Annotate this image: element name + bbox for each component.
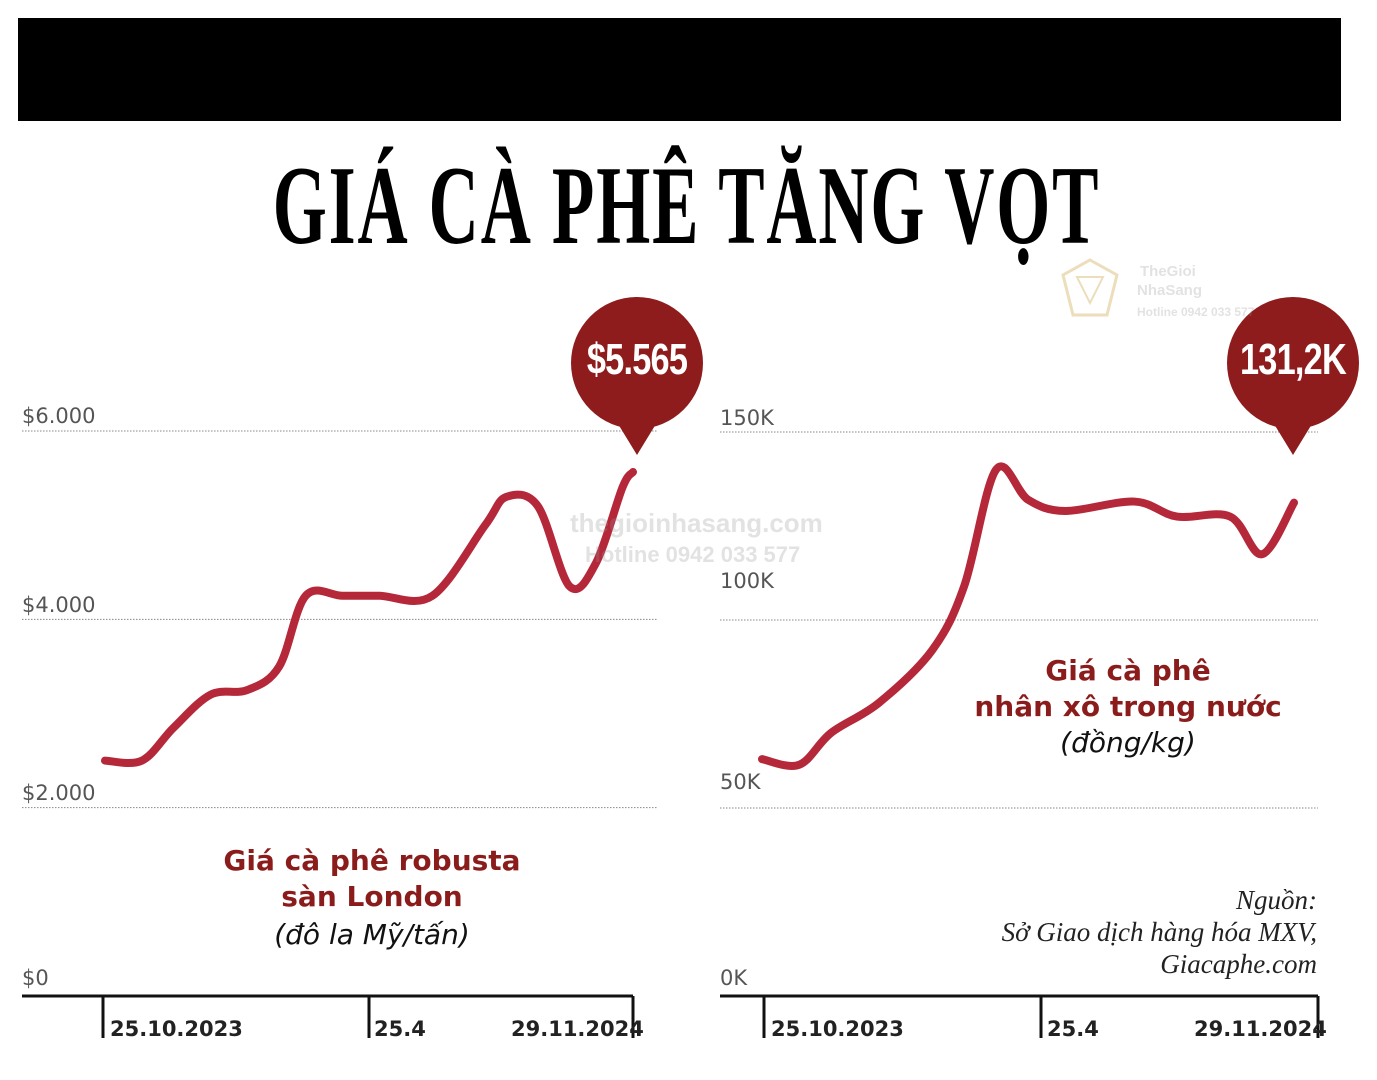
- series-title-line1: Giá cà phê: [1045, 654, 1211, 687]
- callout-bubble: [1227, 297, 1359, 429]
- x-tick-label: 25.4: [374, 1017, 426, 1041]
- x-tick-label: 29.11.2024: [1194, 1017, 1327, 1041]
- watermark-brand-hotline: Hotline 0942 033 577: [1137, 305, 1255, 319]
- diamond-logo-icon: [1061, 258, 1119, 317]
- y-tick-label: $6.000: [22, 404, 96, 428]
- chart-robusta-london: $6.000 $4.000 $2.000 $0 25.10.2023 25.4 …: [0, 290, 703, 1080]
- source-note: Nguồn: Sở Giao dịch hàng hóa MXV, Giacap…: [1002, 885, 1317, 981]
- callout-value: $5.565: [586, 335, 688, 384]
- source-exchange: Sở Giao dịch hàng hóa MXV,: [1001, 916, 1317, 947]
- series-title-line2: nhân xô trong nước: [974, 690, 1282, 724]
- x-tick-label: 29.11.2024: [511, 1017, 644, 1041]
- callout-value: 131,2K: [1239, 335, 1347, 384]
- page-title: GIÁ CÀ PHÊ TĂNG VỌT: [272, 144, 1101, 268]
- series-unit: (đô la Mỹ/tấn): [274, 918, 470, 951]
- watermark-brand-line1: TheGioi: [1140, 263, 1196, 280]
- x-tick-label: 25.10.2023: [771, 1017, 904, 1041]
- series-line: [758, 462, 1298, 770]
- y-tick-label: 0K: [720, 966, 748, 990]
- series-title: Giá cà phê robusta sàn London: [172, 843, 572, 916]
- series-unit: (đồng/kg): [1060, 726, 1196, 759]
- series-title: Giá cà phê nhân xô trong nước: [928, 653, 1328, 726]
- source-site: Giacaphe.com: [1160, 948, 1317, 979]
- y-tick-label: $0: [22, 966, 49, 990]
- y-tick-label: $2.000: [22, 781, 96, 805]
- y-tick-label: $4.000: [22, 593, 96, 617]
- watermark-logo: TheGioi NhaSang Hotline 0942 033 577: [1055, 255, 1325, 325]
- callout-bubble: [571, 297, 703, 429]
- y-tick-label: 100K: [720, 569, 774, 593]
- y-tick-label: 150K: [720, 406, 774, 430]
- y-tick-label: 50K: [720, 770, 761, 794]
- source-label: Nguồn:: [1236, 885, 1317, 915]
- chart-domestic-svg: [720, 297, 1359, 1038]
- watermark-site: thegioinhasang.com: [570, 508, 823, 538]
- series-title-line2: sàn London: [281, 880, 463, 914]
- chart-robusta-svg: [22, 297, 703, 1038]
- header-bar: [18, 18, 1341, 121]
- watermark-hotline: Hotline 0942 033 577: [585, 542, 801, 567]
- x-tick-label: 25.4: [1047, 1017, 1099, 1041]
- x-tick-label: 25.10.2023: [110, 1017, 243, 1041]
- chart-domestic-price: 150K 100K 50K 0K 25.10.2023 25.4 29.11.2…: [700, 290, 1377, 1080]
- watermark-brand-line2: NhaSang: [1137, 282, 1203, 299]
- series-title-line1: Giá cà phê robusta: [223, 844, 521, 877]
- series-line: [101, 467, 637, 767]
